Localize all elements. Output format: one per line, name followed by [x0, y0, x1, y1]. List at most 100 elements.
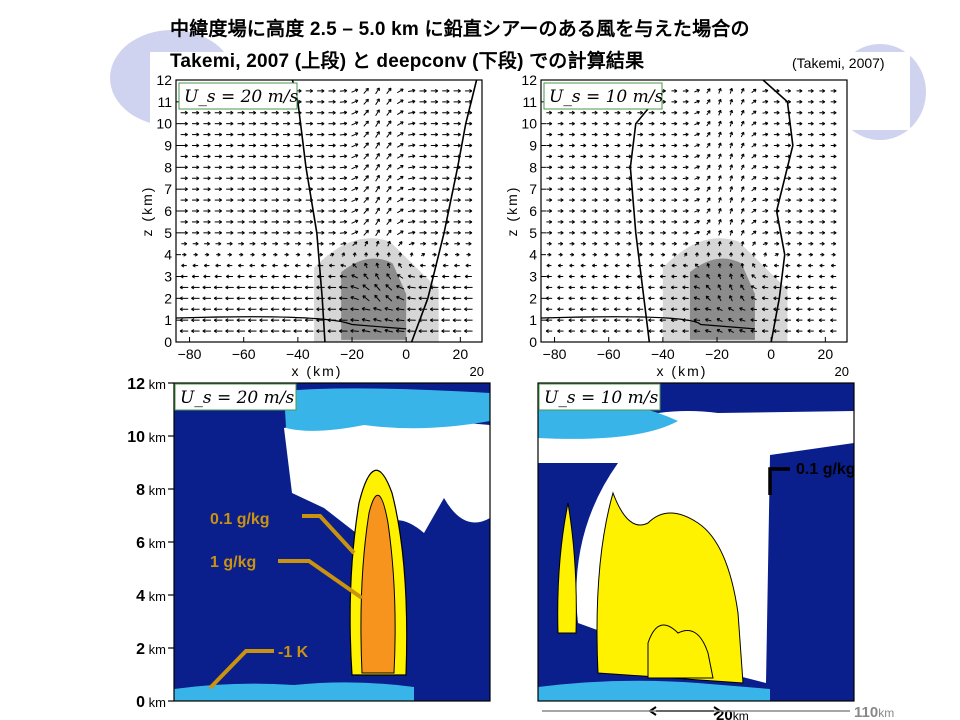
wind-vector-head	[750, 296, 755, 300]
wind-vector-head	[304, 285, 308, 290]
wind-vector-head	[229, 241, 233, 246]
wind-vector-head	[740, 142, 745, 147]
wind-vector-head	[594, 187, 598, 192]
wind-vector-head	[423, 219, 427, 224]
wind-vector-head	[423, 208, 427, 213]
wind-vector-head	[571, 121, 575, 126]
wind-vector-head	[412, 88, 416, 93]
wind-vector-head	[787, 187, 791, 192]
wind-vector-head	[640, 219, 644, 224]
wind-vector-head	[605, 209, 609, 213]
wind-vector-head	[694, 263, 699, 268]
wind-vector	[384, 329, 393, 333]
wind-vector-head	[441, 329, 445, 334]
wind-vector-head	[400, 197, 404, 202]
wind-vector-head	[545, 307, 549, 312]
wind-vector-head	[338, 285, 343, 290]
wind-vector-head	[833, 88, 837, 93]
wind-vector-head	[819, 263, 823, 268]
wind-vector-head	[270, 329, 274, 334]
wind-vector-head	[593, 252, 597, 257]
wind-vector-head	[571, 252, 575, 257]
wind-vector-head	[309, 230, 313, 235]
wind-vector-head	[203, 263, 208, 268]
wind-vector	[363, 229, 369, 236]
wind-vector-head	[636, 329, 640, 334]
wind-vector-head	[799, 219, 803, 224]
wind-vector-head	[808, 263, 812, 268]
wind-vector	[339, 166, 347, 169]
wind-vector-head	[444, 252, 449, 257]
wind-vector-head	[365, 153, 369, 157]
wind-vector-head	[648, 329, 652, 334]
wind-vector-head	[365, 120, 369, 125]
wind-vector-head	[434, 241, 438, 246]
y-tick-label: 0	[529, 334, 537, 350]
wind-vector	[729, 295, 733, 302]
wind-vector	[408, 220, 416, 223]
wind-vector-head	[457, 110, 461, 115]
wind-vector-head	[316, 329, 320, 334]
shear-label-box	[543, 82, 663, 110]
wind-vector	[384, 307, 393, 311]
wind-vector-head	[640, 187, 644, 192]
wind-vector-head	[435, 198, 439, 203]
wind-vector-head	[264, 132, 268, 137]
wind-vector-head	[696, 219, 700, 224]
wind-vector	[351, 165, 359, 170]
wind-vector-head	[594, 230, 598, 235]
wind-vector-head	[385, 284, 389, 288]
wind-vector-head	[408, 263, 413, 268]
wind-vector-head	[412, 165, 416, 170]
wind-vector-head	[693, 296, 698, 301]
wind-vector-head	[384, 317, 388, 322]
wind-vector-head	[321, 187, 325, 192]
wind-vector	[339, 221, 347, 223]
wind-vector-head	[287, 198, 291, 203]
wind-vector-head	[423, 198, 427, 203]
wind-vector-head	[787, 176, 791, 181]
wind-vector-head	[298, 88, 302, 93]
wind-vector-head	[407, 318, 411, 323]
wind-vector-head	[685, 241, 689, 246]
wind-vector-head	[264, 176, 268, 181]
wind-vector-head	[810, 154, 814, 159]
wind-vector-head	[651, 165, 655, 170]
wind-vector-head	[275, 165, 279, 170]
wind-vector-head	[822, 230, 826, 235]
wind-vector-head	[833, 154, 837, 159]
wind-vector-head	[799, 187, 803, 192]
wind-vector-head	[605, 143, 609, 148]
wind-vector-head	[557, 296, 561, 301]
wind-vector	[375, 120, 380, 127]
wind-vector	[385, 295, 393, 302]
wind-vector-head	[218, 187, 223, 192]
wind-vector-head	[387, 98, 392, 103]
x-tick-label: −20	[340, 346, 364, 362]
wind-vector-head	[412, 110, 416, 115]
wind-vector-head	[796, 263, 800, 268]
wind-vector-head	[674, 99, 678, 104]
wind-vector-head	[304, 296, 308, 301]
wind-vector-head	[446, 110, 450, 115]
wind-vector-head	[184, 143, 188, 148]
wind-vector	[363, 175, 369, 182]
wind-vector	[363, 109, 369, 116]
wind-vector-head	[674, 132, 678, 137]
wind-vector-head	[253, 198, 257, 203]
wind-vector-head	[298, 209, 302, 213]
wind-vector-head	[674, 187, 678, 192]
wind-vector-head	[354, 230, 359, 235]
wind-vector-head	[605, 176, 609, 181]
wind-vector-head	[594, 121, 598, 126]
wind-vector-head	[740, 229, 745, 234]
wind-vector-head	[191, 307, 195, 312]
wind-vector-head	[693, 329, 697, 333]
wind-vector-head	[628, 132, 632, 137]
wind-vector-head	[418, 329, 422, 334]
wind-vector-head	[650, 252, 654, 257]
wind-vector-head	[583, 198, 587, 203]
wind-vector-head	[833, 219, 837, 224]
wind-vector-head	[739, 307, 743, 311]
y-tick-label: 2 km	[136, 641, 166, 658]
